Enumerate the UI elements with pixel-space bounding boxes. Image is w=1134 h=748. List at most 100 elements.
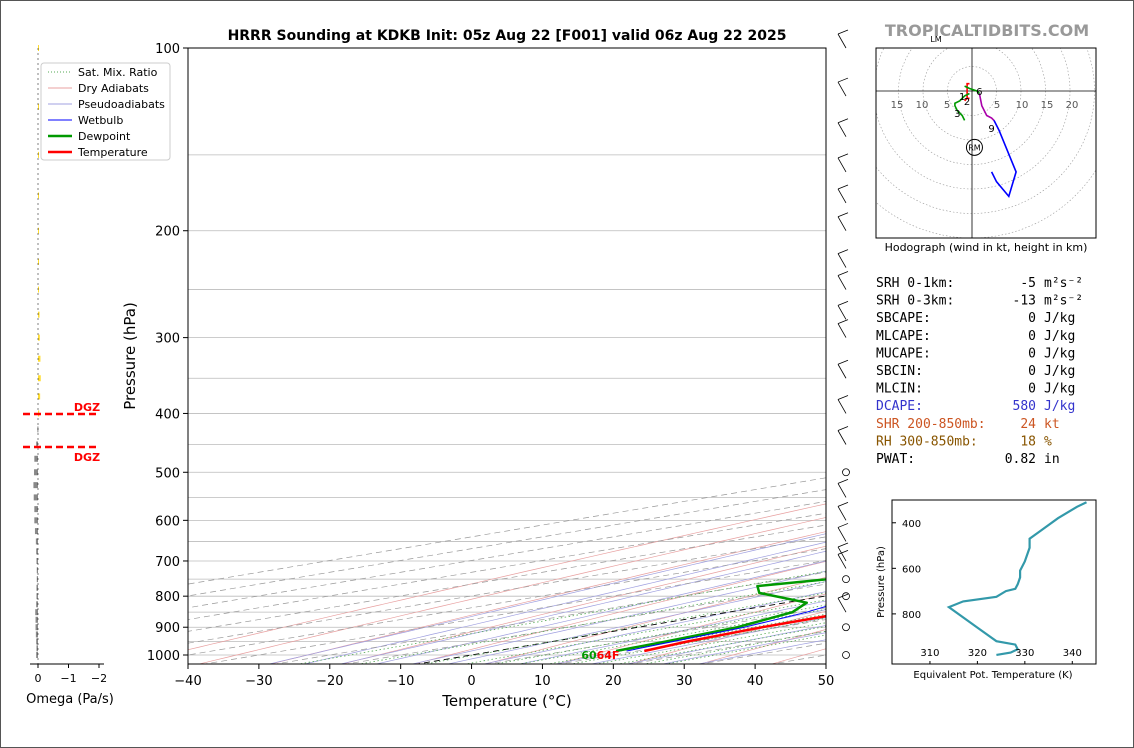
- skewt-y-label: Pressure (hPa): [121, 302, 139, 410]
- dry-adiabat-line: [412, 561, 826, 664]
- rm-marker: [965, 138, 983, 156]
- stat-value: 0: [1028, 364, 1036, 379]
- stat-label: MLCIN:: [876, 382, 923, 397]
- stat-value: 580: [1013, 399, 1036, 414]
- pseudoadiabat-line: [625, 625, 826, 664]
- omega-panel: 0 −1 −2 Omega (Pa/s) DGZ DGZ: [23, 45, 114, 707]
- omega-tick-label: −1: [60, 672, 76, 685]
- hodograph-trace: [964, 82, 970, 102]
- stat-unit: J/kg: [1044, 399, 1075, 414]
- stat-unit: J/kg: [1044, 311, 1075, 326]
- omega-bar: [33, 482, 38, 489]
- wind-barb-shaft: [837, 399, 847, 414]
- stat-unit: J/kg: [1044, 382, 1075, 397]
- skewt-panel: −40 −30 −20 −10 0 10 20 30 40 50 1002003004005006…: [40, 29, 1134, 710]
- stat-label: SBCIN:: [876, 364, 923, 379]
- calm-wind-circle: [842, 623, 850, 632]
- theta-x-tick-label: 330: [1015, 648, 1034, 659]
- x-tick-label: −20: [316, 674, 343, 689]
- omega-bar: [38, 286, 39, 293]
- pseudoadiabat-line: [410, 570, 826, 664]
- hodograph-plot: 15 10 5 5 10 15 20 123 6 9 RM: [876, 48, 1096, 238]
- hodograph-height-label: 2: [964, 97, 970, 108]
- wind-barb-shaft: [837, 188, 847, 204]
- y-tick-label: 500: [155, 466, 180, 481]
- wind-barbs: [837, 29, 850, 659]
- hodograph-trace: [964, 85, 980, 95]
- wind-barb-flag: [837, 212, 849, 218]
- y-tick-label: 400: [155, 407, 180, 422]
- wind-barb-flag: [837, 271, 849, 276]
- pseudoadiabat-line: [267, 533, 826, 664]
- sounding-stats: SRH 0-1km: -5 m²s⁻² SRH 0-3km: -13 m²s⁻² SBCAP…: [876, 276, 1083, 467]
- hodograph-tick-label: 10: [916, 100, 929, 111]
- legend-label: Dry Adiabats: [78, 82, 149, 95]
- stat-label: MUCAPE:: [876, 346, 931, 361]
- y-tick-label: 800: [155, 590, 180, 605]
- calm-wind-circle: [842, 651, 850, 659]
- hodograph-tick-label: 15: [1041, 100, 1054, 111]
- stat-label: SRH 0-1km:: [876, 276, 954, 291]
- omega-bar: [34, 528, 38, 535]
- dry-adiabat-line: [197, 517, 826, 664]
- omega-bar: [34, 469, 38, 476]
- wind-barb-shaft: [837, 546, 847, 562]
- omega-bar: [36, 638, 38, 645]
- hodograph-trace: [978, 93, 995, 121]
- wind-barb-flag: [837, 501, 849, 507]
- omega-bar: [34, 506, 38, 513]
- stat-unit: m²s⁻²: [1044, 294, 1083, 309]
- omega-bar: [36, 645, 38, 652]
- stat-value: 24: [1020, 417, 1036, 432]
- pseudoadiabat-line: [518, 600, 826, 664]
- x-tick-label: 20: [605, 674, 622, 689]
- omega-bar: [36, 567, 38, 574]
- theta-x-tick-label: 340: [1063, 648, 1082, 659]
- x-tick-label: −30: [245, 674, 272, 689]
- omega-bar: [38, 103, 39, 110]
- omega-bar: [38, 355, 41, 362]
- hodograph-tick-label: 5: [944, 100, 950, 111]
- omega-x-ticks: 0 −1 −2: [35, 664, 107, 685]
- stat-unit: J/kg: [1044, 346, 1075, 361]
- legend-label: Dewpoint: [78, 130, 131, 143]
- omega-bar: [38, 375, 41, 382]
- wind-barb-shaft: [837, 483, 847, 498]
- y-tick-label: 600: [155, 514, 180, 529]
- omega-bar: [38, 45, 39, 51]
- wind-barb-shaft: [837, 216, 847, 231]
- isotherm-line: [769, 654, 826, 664]
- stat-value: 0: [1028, 346, 1036, 361]
- wind-barb-shaft: [837, 253, 847, 268]
- dry-adiabat-line: [555, 593, 826, 664]
- x-tick-label: 30: [676, 674, 693, 689]
- omega-bar: [38, 311, 40, 318]
- dgz-label-bottom: DGZ: [74, 451, 100, 464]
- omega-bar: [38, 393, 41, 400]
- stat-unit: %: [1044, 434, 1052, 449]
- legend-box: [40, 62, 171, 161]
- surface-temperature-label: 64F: [597, 649, 620, 662]
- x-tick-label: 10: [534, 674, 551, 689]
- dry-adiabat-line: [1118, 48, 1134, 668]
- stat-value: 18: [1020, 434, 1036, 449]
- hodograph-tick-label: 20: [1066, 100, 1079, 111]
- stat-label: SHR 200-850mb:: [876, 417, 986, 432]
- x-tick-label: 40: [747, 674, 764, 689]
- series-dewpoint-line: [615, 578, 826, 653]
- omega-bar: [35, 538, 38, 545]
- pseudoadiabat-line: [338, 550, 826, 664]
- theta-y-tick-label: 600: [902, 564, 921, 575]
- x-tick-label: −40: [174, 674, 201, 689]
- hodograph-height-label: 1: [959, 92, 965, 103]
- wind-barb-shaft: [837, 122, 847, 137]
- pseudoadiabat-line: [482, 591, 826, 664]
- hodograph-height-label: 9: [988, 124, 994, 135]
- y-tick-label: 700: [155, 555, 180, 570]
- wind-barb-flag: [837, 542, 849, 548]
- wind-barb-shaft: [837, 554, 847, 569]
- hodograph-caption: Hodograph (wind in kt, height in km): [885, 241, 1088, 254]
- wind-barb-flag: [837, 319, 849, 324]
- theta-e-y-label: Pressure (hPa): [876, 546, 887, 618]
- mixing-ratio-line: [357, 581, 826, 664]
